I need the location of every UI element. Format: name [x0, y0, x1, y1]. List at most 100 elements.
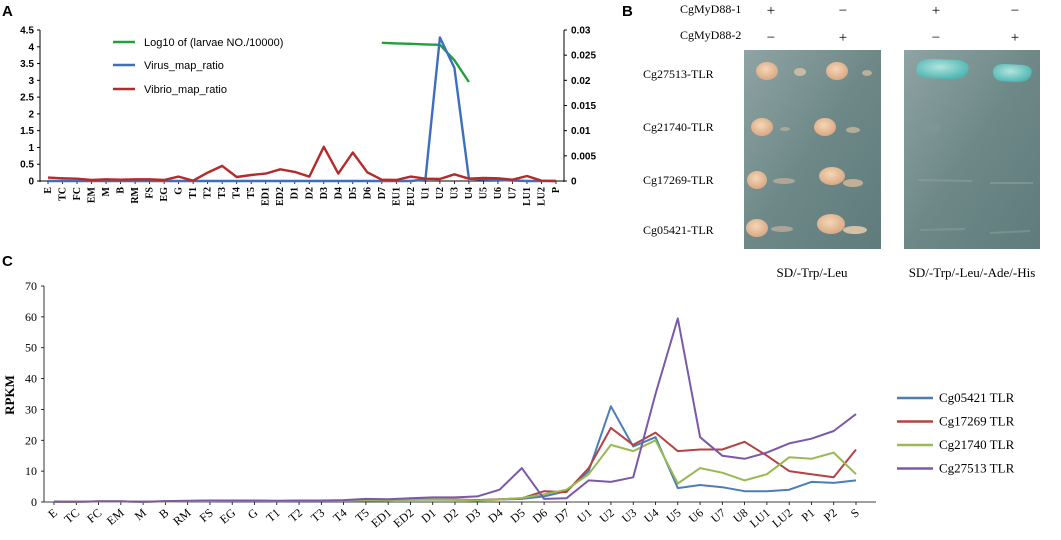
plate1-colonies: [746, 62, 872, 237]
c-x-tick-label: TC: [61, 506, 82, 527]
a-left-tick-label: 2: [28, 109, 34, 120]
c-legend-label-2: Cg21740 TLR: [939, 437, 1015, 452]
a-x-tick-label: U6: [493, 187, 504, 199]
c-x-tick-label: D4: [485, 506, 505, 526]
a-x-tick-label: D6: [362, 187, 373, 199]
c-x-tick-label: D6: [530, 506, 550, 526]
c-y-tick-label: 60: [25, 310, 37, 324]
a-right-tick-label: 0.03: [571, 26, 591, 37]
row-label-myd88-1: CgMyD88-1: [680, 2, 741, 16]
a-x-tick-label: U3: [449, 187, 460, 199]
a-x-tick-label: T5: [246, 187, 257, 199]
c-series-line-0: [53, 405, 857, 503]
c-series-line-2: [54, 439, 857, 503]
legend-label-larvae: Log10 of (larvae NO./10000): [144, 37, 283, 49]
c-x-tick-label: U6: [686, 506, 706, 526]
a-x-tick-label: LU2: [536, 187, 547, 206]
c-y-tick-label: 30: [25, 402, 37, 416]
c-x-tick-label: U4: [641, 506, 661, 526]
sign-r2-c3: −: [932, 30, 940, 46]
c-series-line-1: [54, 426, 857, 503]
colony-p1-r4-a: [746, 219, 768, 237]
c-x-tick-label: T1: [263, 506, 282, 525]
a-left-tick-label: 3.5: [20, 59, 34, 70]
c-x-tick-label: U3: [619, 506, 639, 526]
c-x-tick-label: U7: [708, 506, 728, 526]
panel-b-label: B: [622, 3, 633, 20]
row-label-myd88-2: CgMyD88-2: [680, 28, 741, 42]
a-x-tick-label: T1: [188, 187, 199, 199]
c-x-tick-label: T3: [308, 506, 327, 525]
colony-p1-r4-b: [771, 226, 793, 232]
c-y-tick-label: 10: [25, 464, 37, 478]
colony-p1-r2-a: [751, 118, 773, 136]
colony-p1-r1-c: [826, 62, 848, 80]
legend-label-vibrio: Vibrio_map_ratio: [144, 84, 227, 96]
colony-p2-r2-a: [924, 123, 942, 133]
c-x-tick-label: G: [245, 505, 261, 522]
a-right-tick-label: 0.015: [571, 101, 596, 112]
sign-r1-c4: −: [1011, 3, 1019, 19]
a-series-line-0: [381, 41, 470, 83]
c-x-tick-label: P1: [799, 506, 818, 525]
a-x-tick-label: RM: [130, 186, 141, 203]
a-x-tick-label: U4: [464, 187, 475, 199]
a-left-tick-label: 3: [28, 76, 34, 87]
a-left-tick-label: 4.5: [20, 26, 34, 37]
plate-sd-trp-leu-ade-his: [904, 50, 1040, 249]
colony-p2-r1-b: [993, 64, 1032, 83]
colony-p1-r2-c: [814, 118, 836, 136]
panel-a-label: A: [2, 3, 13, 20]
c-x-tick-label: T4: [330, 506, 349, 525]
colony-p1-r4-c: [817, 214, 845, 234]
panel-b-yeast-two-hybrid: B CgMyD88-1 CgMyD88-2 + − + − − + − +: [622, 2, 1040, 280]
a-right-tick-label: 0.025: [571, 51, 596, 62]
c-x-tick-label: E: [45, 506, 60, 521]
colony-p1-r3-d: [843, 179, 863, 187]
a-x-tick-label: P: [551, 187, 562, 193]
c-x-tick-label: S: [848, 506, 862, 521]
streak-p2-r4-b: [989, 230, 1031, 234]
c-x-tick-label: B: [156, 506, 171, 522]
colony-p1-r4-d: [843, 226, 867, 234]
colony-p1-r1-b: [794, 68, 806, 76]
c-x-tick-label: P2: [821, 506, 840, 525]
sign-r1-c1: +: [767, 3, 775, 19]
c-x-tick-label: FC: [84, 506, 104, 526]
a-left-tick-label: 0: [28, 177, 34, 188]
a-x-tick-label: LU1: [522, 187, 533, 206]
c-x-tick-label: LU1: [747, 506, 773, 531]
a-x-tick-label: U1: [420, 187, 431, 199]
a-x-tick-label: EG: [159, 187, 170, 202]
a-left-tick-label: 2.5: [20, 93, 34, 104]
sign-r2-c1: −: [767, 30, 775, 46]
a-x-tick-label: U2: [435, 187, 446, 199]
a-left-tick-label: 4: [28, 42, 34, 53]
panel-c-legend: Cg05421 TLR Cg17269 TLR Cg21740 TLR Cg27513…: [897, 390, 1015, 476]
media-label-1: SD/-Trp/-Leu: [776, 265, 848, 280]
a-left-tick-label: 1: [28, 143, 34, 154]
c-series-line-3: [54, 317, 857, 503]
a-x-tick-label: U5: [478, 187, 489, 199]
tlr-label-cg21740: Cg21740-TLR: [643, 120, 714, 134]
tlr-label-cg17269: Cg17269-TLR: [643, 173, 714, 187]
a-series-line-2: [47, 145, 557, 183]
plate-sd-trp-leu: [744, 50, 881, 249]
c-x-tick-label: U2: [597, 506, 617, 526]
c-x-tick-label: T2: [286, 506, 305, 525]
c-y-tick-label: 0: [31, 495, 37, 509]
plate2-colonies: [916, 58, 1033, 234]
colony-p2-r1-a: [916, 58, 969, 80]
a-x-tick-label: E: [43, 187, 54, 194]
sign-r2-c4: +: [1011, 30, 1019, 46]
a-x-tick-label: T3: [217, 187, 228, 199]
c-y-tick-label: 40: [25, 372, 37, 386]
c-x-tick-label: U1: [574, 506, 594, 526]
colony-p1-r3-c: [819, 167, 845, 185]
c-y-tick-label: 20: [25, 433, 37, 447]
sign-r2-c2: +: [839, 30, 847, 46]
colony-p1-r2-d: [846, 127, 860, 133]
a-left-tick-label: 0.5: [20, 160, 34, 171]
a-x-tick-label: EU2: [406, 187, 417, 206]
